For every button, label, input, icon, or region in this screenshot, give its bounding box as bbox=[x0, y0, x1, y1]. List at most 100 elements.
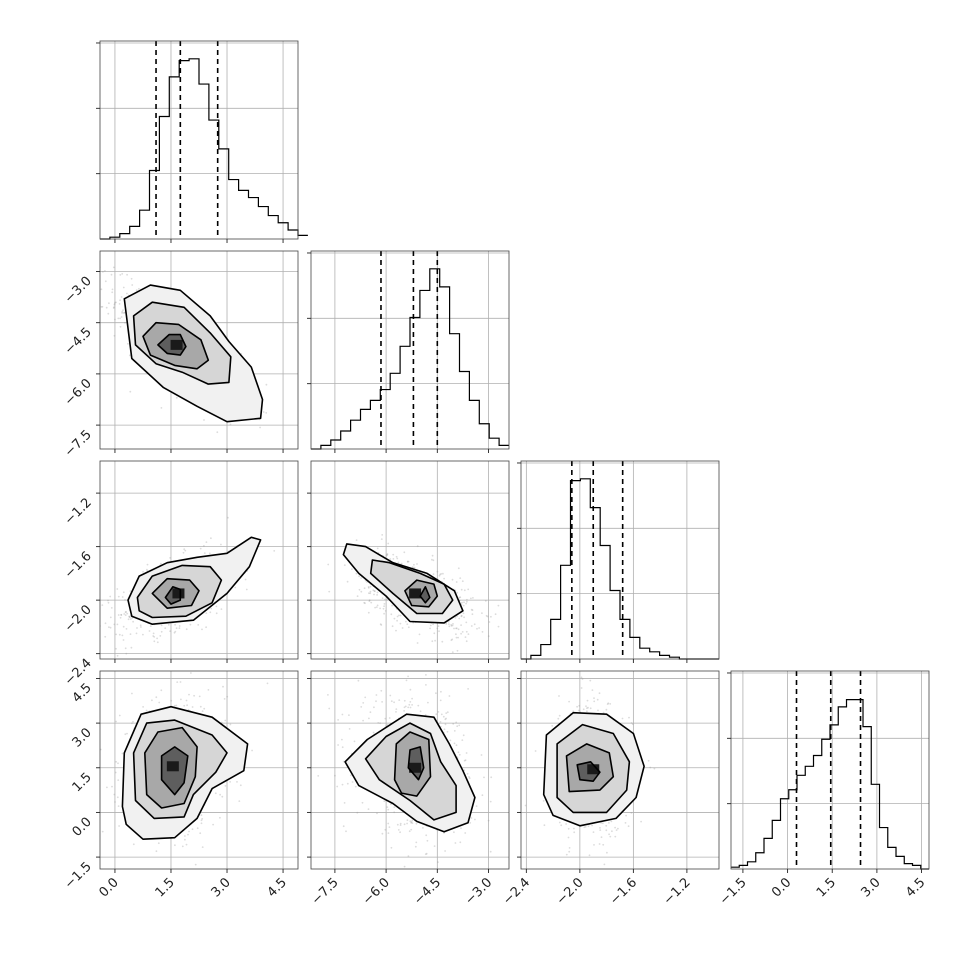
sample-point bbox=[113, 303, 116, 305]
sample-point bbox=[582, 708, 585, 711]
sample-point bbox=[201, 846, 204, 848]
sample-point bbox=[588, 854, 591, 857]
sample-point bbox=[464, 759, 467, 761]
sample-point bbox=[573, 827, 575, 830]
sample-point bbox=[350, 774, 352, 777]
sample-point bbox=[188, 693, 190, 696]
sample-point bbox=[558, 821, 561, 824]
sample-point bbox=[399, 822, 402, 825]
sample-point bbox=[470, 597, 472, 600]
scatter-panel-2-1 bbox=[307, 460, 510, 663]
sample-point bbox=[102, 270, 104, 273]
sample-point bbox=[354, 785, 357, 788]
sample-point bbox=[464, 636, 467, 638]
sample-point bbox=[107, 601, 110, 604]
sample-point bbox=[406, 822, 408, 825]
sample-point bbox=[393, 617, 396, 620]
sample-point bbox=[119, 616, 122, 619]
sample-point bbox=[466, 772, 469, 775]
sample-point bbox=[411, 566, 414, 568]
histogram-series bbox=[731, 699, 930, 870]
sample-point bbox=[129, 590, 132, 592]
sample-point bbox=[199, 705, 202, 708]
sample-point bbox=[201, 817, 204, 820]
sample-point bbox=[593, 844, 595, 846]
sample-point bbox=[387, 822, 390, 825]
contour-line bbox=[419, 585, 431, 604]
sample-point bbox=[131, 692, 133, 695]
sample-point bbox=[411, 697, 413, 700]
contour-line bbox=[364, 722, 457, 821]
sample-point bbox=[405, 620, 407, 623]
sample-point bbox=[174, 704, 176, 707]
sample-point bbox=[238, 800, 241, 802]
sample-point bbox=[181, 845, 184, 848]
sample-point bbox=[127, 618, 130, 621]
sample-point bbox=[337, 719, 339, 721]
sample-point bbox=[436, 570, 439, 573]
sample-point bbox=[175, 627, 178, 630]
sample-point bbox=[397, 829, 400, 831]
contour-line bbox=[127, 536, 262, 626]
sample-point bbox=[390, 613, 393, 616]
sample-point bbox=[130, 646, 133, 649]
sample-point bbox=[534, 750, 537, 752]
sample-point bbox=[155, 696, 158, 699]
sample-point bbox=[376, 547, 379, 550]
sample-point bbox=[435, 713, 438, 716]
histogram-panel-0 bbox=[96, 40, 308, 243]
sample-point bbox=[614, 826, 616, 829]
sample-point bbox=[567, 836, 570, 839]
contour-line bbox=[123, 284, 264, 423]
sample-point bbox=[429, 624, 432, 627]
sample-point bbox=[467, 633, 470, 635]
sample-point bbox=[113, 306, 115, 309]
sample-point bbox=[259, 426, 261, 429]
sample-point bbox=[627, 825, 630, 828]
sample-point bbox=[624, 822, 627, 824]
sample-point bbox=[121, 310, 124, 313]
x-tick-label: 4.5 bbox=[903, 875, 928, 900]
sample-point bbox=[205, 612, 208, 614]
sample-point bbox=[358, 588, 361, 591]
sample-point bbox=[189, 623, 192, 626]
sample-point bbox=[420, 878, 422, 880]
sample-point bbox=[368, 592, 370, 595]
sample-point bbox=[599, 829, 602, 831]
sample-point bbox=[383, 603, 386, 605]
sample-point bbox=[343, 802, 346, 804]
histogram-panel-2 bbox=[517, 460, 720, 663]
sample-point bbox=[383, 612, 385, 615]
sample-point bbox=[372, 589, 375, 592]
sample-point bbox=[205, 541, 208, 543]
sample-point bbox=[458, 724, 461, 727]
sample-point bbox=[199, 547, 202, 550]
sample-point bbox=[151, 699, 153, 702]
sample-point bbox=[455, 627, 458, 630]
sample-point bbox=[440, 573, 443, 575]
sample-point bbox=[465, 640, 468, 643]
sample-point bbox=[485, 614, 488, 617]
sample-point bbox=[585, 705, 587, 708]
sample-point bbox=[121, 634, 124, 637]
sample-point bbox=[411, 822, 414, 824]
sample-point bbox=[174, 623, 177, 626]
sample-point bbox=[381, 597, 384, 600]
sample-point bbox=[374, 590, 376, 593]
sample-point bbox=[120, 296, 123, 298]
y-tick-label: −2.4 bbox=[62, 656, 95, 689]
sample-point bbox=[443, 577, 445, 580]
sample-point bbox=[156, 641, 159, 644]
sample-point bbox=[460, 615, 463, 618]
sample-point bbox=[389, 694, 392, 697]
sample-point bbox=[101, 604, 104, 606]
sample-point bbox=[461, 580, 464, 583]
sample-point bbox=[409, 820, 412, 822]
sample-point bbox=[129, 390, 132, 393]
sample-point bbox=[115, 647, 117, 650]
sample-point bbox=[203, 707, 206, 710]
sample-point bbox=[227, 516, 229, 519]
sample-point bbox=[157, 842, 160, 845]
sample-point bbox=[229, 781, 232, 783]
sample-point bbox=[605, 829, 608, 832]
